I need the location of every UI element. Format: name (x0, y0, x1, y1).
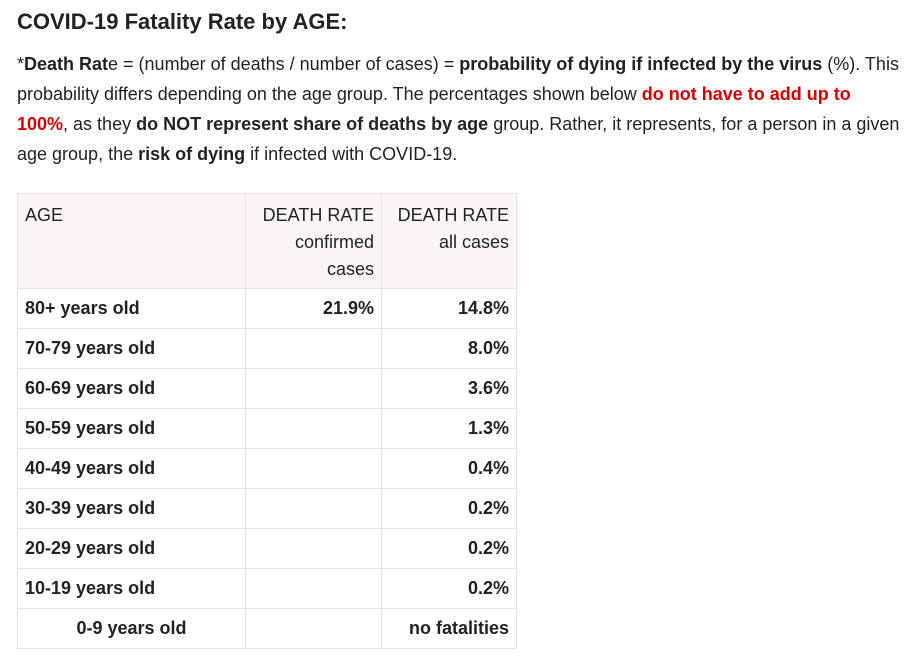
intro-asterisk: * (17, 54, 25, 74)
row-rate-all: 8.0% (381, 328, 517, 369)
table-row: 50-59 years old 1.3% (17, 408, 517, 449)
row-rate-all: 0.2% (381, 568, 517, 609)
table-row: 60-69 years old 3.6% (17, 368, 517, 409)
table-row: 70-79 years old 8.0% (17, 328, 517, 369)
row-rate-confirmed (245, 448, 382, 489)
row-rate-confirmed (245, 568, 382, 609)
row-age: 80+ years old (17, 288, 246, 329)
intro-not-share-phrase: do NOT represent share of deaths by age (136, 114, 489, 134)
row-age: 0-9 years old (17, 608, 246, 649)
header-death-rate-all-line1: DEATH RATE (397, 205, 509, 225)
intro-not-add-up-warning: do not have to add up to 100% (17, 84, 851, 134)
row-age: 40-49 years old (17, 448, 246, 489)
intro-text-2: (%). This probability differs depending … (17, 54, 899, 104)
header-death-rate-all-line2: all cases (438, 232, 509, 252)
intro-paragraph: *Death Rate = (number of deaths / number… (17, 49, 902, 169)
row-rate-confirmed (245, 368, 382, 409)
intro-risk-phrase: risk of dying (138, 144, 246, 164)
intro-text-3: , as they (63, 114, 137, 134)
row-rate-all: 0.2% (381, 528, 517, 569)
table-row: 40-49 years old 0.4% (17, 448, 517, 489)
table-row: 80+ years old 21.9% 14.8% (17, 288, 517, 329)
row-rate-confirmed (245, 528, 382, 569)
header-death-rate-all: DEATH RATE all cases (381, 193, 517, 289)
header-death-rate-confirmed-line3: cases (326, 259, 374, 279)
row-rate-all: 3.6% (381, 368, 517, 409)
row-age: 30-39 years old (17, 488, 246, 529)
page-title: COVID-19 Fatality Rate by AGE: (17, 9, 348, 34)
intro-probability-phrase: probability of dying if infected by the … (459, 54, 823, 74)
table-row: 30-39 years old 0.2% (17, 488, 517, 529)
table-row: 0-9 years old no fatalities (17, 608, 517, 649)
row-rate-confirmed: 21.9% (245, 288, 382, 329)
row-rate-confirmed (245, 488, 382, 529)
row-rate-all: 14.8% (381, 288, 517, 329)
header-death-rate-confirmed-line2: confirmed (294, 232, 374, 252)
header-death-rate-confirmed-line1: DEATH RATE (262, 205, 374, 225)
row-rate-confirmed (245, 408, 382, 449)
table-row: 20-29 years old 0.2% (17, 528, 517, 569)
row-age: 20-29 years old (17, 528, 246, 569)
row-age: 10-19 years old (17, 568, 246, 609)
row-age: 60-69 years old (17, 368, 246, 409)
intro-death-rate-term: Death Rat (24, 54, 109, 74)
table-row: 10-19 years old 0.2% (17, 568, 517, 609)
intro-text-5: if infected with COVID-19. (245, 144, 458, 164)
intro-text-4: group. Rather, it represents, for a pers… (17, 114, 900, 164)
row-rate-all: 0.4% (381, 448, 517, 489)
row-age: 70-79 years old (17, 328, 246, 369)
table-header-row: AGE DEATH RATE confirmed cases DEATH RATE a… (17, 193, 517, 289)
header-death-rate-confirmed: DEATH RATE confirmed cases (245, 193, 382, 289)
row-rate-all: 0.2% (381, 488, 517, 529)
row-rate-confirmed (245, 328, 382, 369)
intro-text-1: e = (number of deaths / number of cases)… (108, 54, 460, 74)
row-rate-all: no fatalities (381, 608, 517, 649)
fatality-rate-table: AGE DEATH RATE confirmed cases DEATH RATE a… (17, 193, 517, 649)
row-rate-all: 1.3% (381, 408, 517, 449)
header-age: AGE (17, 193, 246, 289)
row-rate-confirmed (245, 608, 382, 649)
row-age: 50-59 years old (17, 408, 246, 449)
